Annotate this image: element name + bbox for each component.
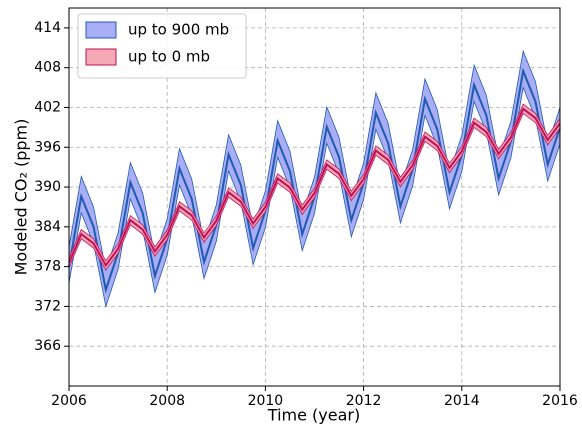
y-tick-label: 378 [34,259,61,275]
legend-swatch [85,48,117,66]
y-tick-label: 372 [34,298,61,314]
y-axis-label: Modeled CO₂ (ppm) [12,119,31,276]
x-tick-label: 2016 [542,393,578,409]
band [68,49,561,308]
x-axis-label: Time (year) [267,406,360,425]
x-tick-label: 2010 [248,393,284,409]
legend-label: up to 0 mb [128,48,210,66]
x-tick-label: 2012 [346,393,382,409]
legend-swatch [85,21,117,39]
y-tick-label: 366 [34,338,61,354]
line [68,107,561,268]
x-tick-label: 2006 [51,393,87,409]
x-tick-label: 2008 [149,393,185,409]
y-tick-label: 408 [34,60,61,76]
legend-box [77,13,247,79]
y-tick-label: 396 [34,139,61,155]
y-tick-label: 402 [34,99,61,115]
y-tick-label: 390 [34,179,61,195]
y-tick-label: 414 [34,20,61,36]
legend-label: up to 900 mb [128,21,229,39]
x-tick-label: 2014 [444,393,480,409]
y-tick-label: 384 [34,219,61,235]
plot-frame [68,7,561,387]
